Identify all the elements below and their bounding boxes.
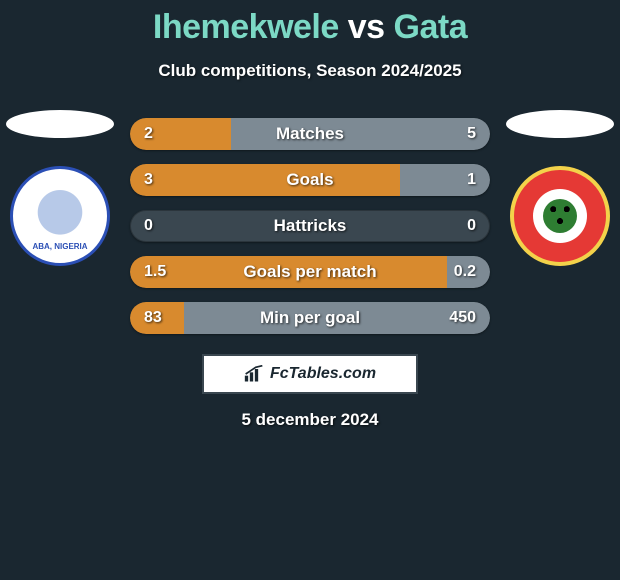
chart-icon bbox=[244, 365, 264, 383]
player1-club-badge: ABA, NIGERIA bbox=[10, 166, 110, 266]
player2-photo-placeholder bbox=[506, 110, 614, 138]
stat-label: Matches bbox=[276, 124, 344, 144]
stat-value-right: 1 bbox=[467, 171, 476, 189]
stat-left-fill bbox=[130, 164, 400, 196]
stat-right-fill bbox=[400, 164, 490, 196]
footer-date: 5 december 2024 bbox=[0, 410, 620, 430]
stat-label: Goals per match bbox=[243, 262, 376, 282]
stat-label: Min per goal bbox=[260, 308, 360, 328]
player1-name: Ihemekwele bbox=[153, 8, 339, 46]
stat-value-left: 2 bbox=[144, 125, 153, 143]
stats-panel: 2 5 Matches 3 1 Goals 0 0 Hattricks 1.5 0.2 Goals p… bbox=[130, 118, 490, 334]
player1-column: ABA, NIGERIA bbox=[0, 110, 120, 266]
stat-right-fill bbox=[231, 118, 490, 150]
brand-chip[interactable]: FcTables.com bbox=[202, 354, 418, 394]
player2-club-badge bbox=[510, 166, 610, 266]
stat-row: 83 450 Min per goal bbox=[130, 302, 490, 334]
stat-label: Goals bbox=[286, 170, 333, 190]
stat-row: 0 0 Hattricks bbox=[130, 210, 490, 242]
stat-value-left: 3 bbox=[144, 171, 153, 189]
player1-photo-placeholder bbox=[6, 110, 114, 138]
page-title: Ihemekwele vs Gata bbox=[0, 8, 620, 47]
brand-label: FcTables.com bbox=[270, 365, 376, 383]
stat-value-right: 5 bbox=[467, 125, 476, 143]
stat-row: 3 1 Goals bbox=[130, 164, 490, 196]
stat-row: 1.5 0.2 Goals per match bbox=[130, 256, 490, 288]
stat-value-left: 83 bbox=[144, 309, 162, 327]
stat-value-right: 0.2 bbox=[454, 263, 476, 281]
stat-value-left: 0 bbox=[144, 217, 153, 235]
stat-value-left: 1.5 bbox=[144, 263, 166, 281]
stat-label: Hattricks bbox=[274, 216, 347, 236]
stat-value-right: 0 bbox=[467, 217, 476, 235]
stat-row: 2 5 Matches bbox=[130, 118, 490, 150]
player2-name: Gata bbox=[394, 8, 468, 46]
player2-column bbox=[500, 110, 620, 266]
comparison-header: Ihemekwele vs Gata Club competitions, Se… bbox=[0, 0, 620, 81]
vs-label: vs bbox=[348, 8, 385, 46]
player1-club-badge-text: ABA, NIGERIA bbox=[32, 242, 87, 251]
subtitle: Club competitions, Season 2024/2025 bbox=[0, 61, 620, 81]
stat-value-right: 450 bbox=[449, 309, 476, 327]
